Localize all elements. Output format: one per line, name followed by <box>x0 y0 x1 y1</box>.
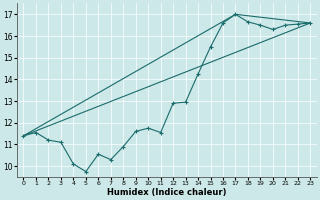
X-axis label: Humidex (Indice chaleur): Humidex (Indice chaleur) <box>107 188 227 197</box>
